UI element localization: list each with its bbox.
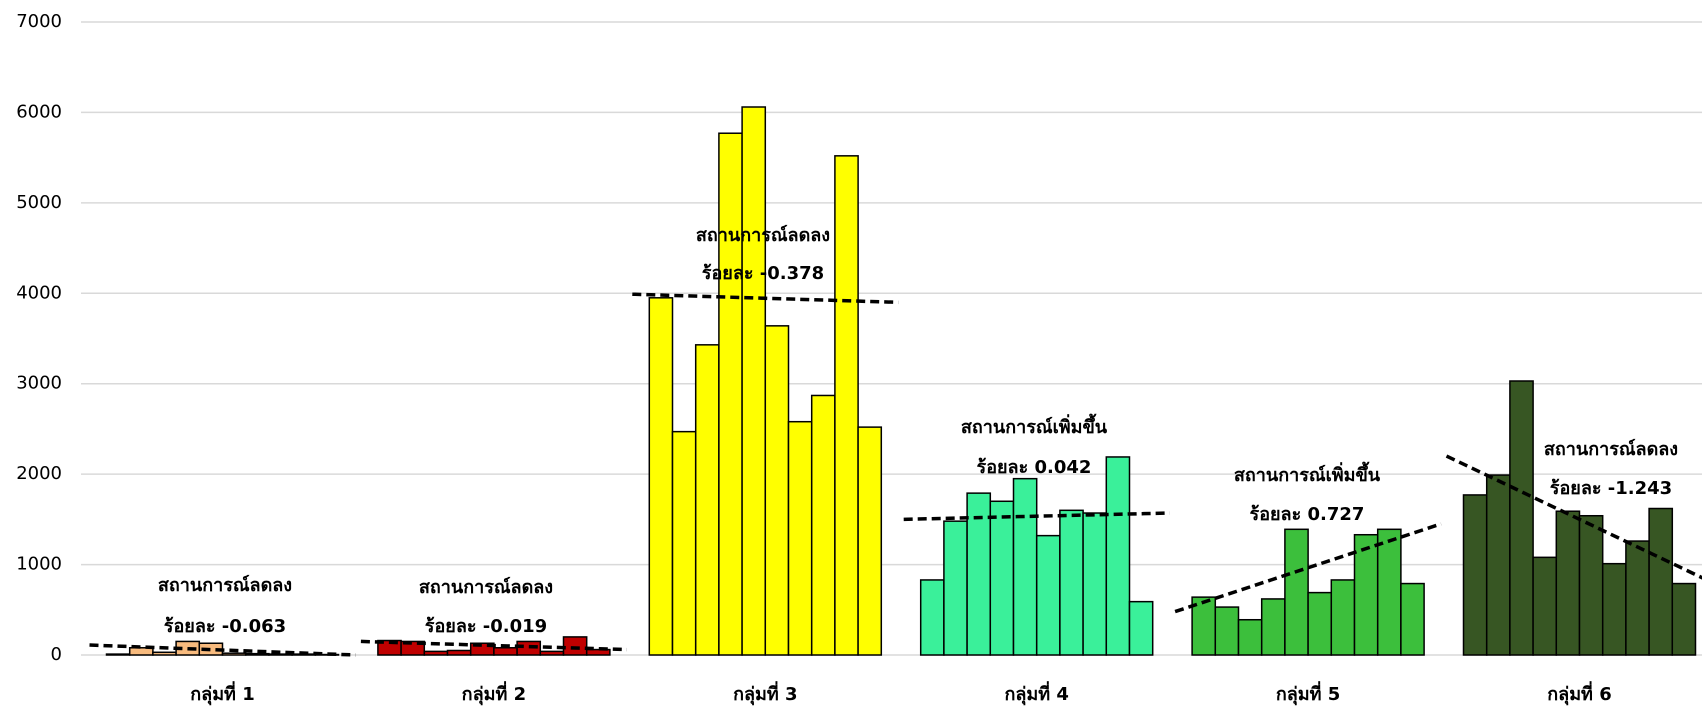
bar: [244, 652, 270, 656]
bar: [943, 520, 968, 656]
bar: [834, 155, 859, 656]
x-tick-label: กลุ่มที่ 5: [1276, 681, 1340, 706]
y-tick-label: 4000: [16, 282, 62, 303]
y-tick-label: 6000: [16, 101, 62, 122]
bar: [1400, 582, 1425, 656]
annotation: ร้อยละ 0.727: [1250, 504, 1365, 525]
x-tick-label: กลุ่มที่ 4: [1004, 681, 1068, 706]
bar: [493, 647, 518, 656]
bar: [1462, 494, 1488, 656]
bar: [562, 636, 588, 656]
bar: [1284, 528, 1309, 656]
y-tick-label: 0: [51, 644, 62, 665]
bar: [221, 652, 247, 656]
bar: [1376, 528, 1402, 656]
bar: [1601, 562, 1627, 656]
annotation: สถานการณ์ลดลง: [158, 574, 292, 596]
annotation: สถานการณ์ลดลง: [1544, 438, 1678, 460]
bar: [1330, 579, 1356, 656]
annotation: ร้อยละ -0.063: [164, 616, 286, 637]
trend-line: [1445, 454, 1702, 580]
annotation: สถานการณ์เพิ่มขึ้น: [1234, 461, 1381, 486]
annotation: ร้อยละ 0.042: [977, 457, 1092, 478]
bar: [694, 344, 720, 656]
annotation: ร้อยละ -1.243: [1550, 478, 1672, 499]
bar: [446, 649, 472, 656]
bar: [718, 132, 743, 656]
y-tick-label: 1000: [16, 554, 62, 575]
y-tick-label: 5000: [16, 192, 62, 213]
bar: [1237, 618, 1263, 656]
bar: [1532, 556, 1558, 656]
bar: [1509, 380, 1534, 656]
annotation: สถานการณ์ลดลง: [419, 576, 553, 598]
bar: [1648, 507, 1674, 656]
bar: [648, 297, 674, 656]
trend-line: [903, 511, 1170, 522]
annotation: สถานการณ์เพิ่มขึ้น: [961, 413, 1108, 438]
bar: [539, 650, 565, 656]
bar: [1578, 514, 1604, 656]
bar: [423, 650, 449, 656]
bar: [810, 394, 836, 656]
x-tick-label: กลุ่มที่ 6: [1547, 681, 1611, 706]
bar: [152, 651, 177, 656]
bar: [741, 106, 767, 656]
bar: [857, 426, 883, 656]
trend-line: [632, 292, 899, 305]
annotation: ร้อยละ -0.019: [425, 616, 547, 637]
bar: [1485, 474, 1511, 656]
bar: [1307, 591, 1333, 656]
bar: [105, 653, 131, 656]
bar: [1625, 540, 1650, 656]
bar: [787, 420, 813, 656]
bar: [128, 647, 154, 656]
bar: [1128, 600, 1154, 656]
x-tick-label: กลุ่มที่ 2: [462, 681, 526, 706]
bar: [1353, 533, 1379, 656]
bar: [585, 648, 611, 656]
bar: [1012, 477, 1038, 656]
bar: [989, 500, 1015, 656]
bar: [919, 579, 945, 656]
bar: [1105, 456, 1131, 656]
annotation: สถานการณ์ลดลง: [696, 224, 830, 246]
bar: [1035, 534, 1061, 656]
bar: [1260, 598, 1286, 656]
bar: [1555, 510, 1581, 656]
trend-line: [360, 639, 627, 652]
bar: [1671, 582, 1697, 656]
x-tick-label: กลุ่มที่ 3: [733, 681, 797, 706]
bar: [1059, 509, 1084, 656]
y-tick-label: 2000: [16, 463, 62, 484]
x-tick-label: กลุ่มที่ 1: [190, 681, 254, 706]
bar: [764, 325, 790, 656]
y-tick-label: 7000: [16, 11, 62, 32]
trend-line: [1174, 522, 1442, 614]
bar: [1214, 606, 1240, 656]
bar: [1082, 512, 1108, 656]
y-tick-label: 3000: [16, 373, 62, 394]
trend-line: [89, 643, 356, 657]
annotation: ร้อยละ -0.378: [702, 263, 824, 284]
bar: [671, 430, 697, 656]
